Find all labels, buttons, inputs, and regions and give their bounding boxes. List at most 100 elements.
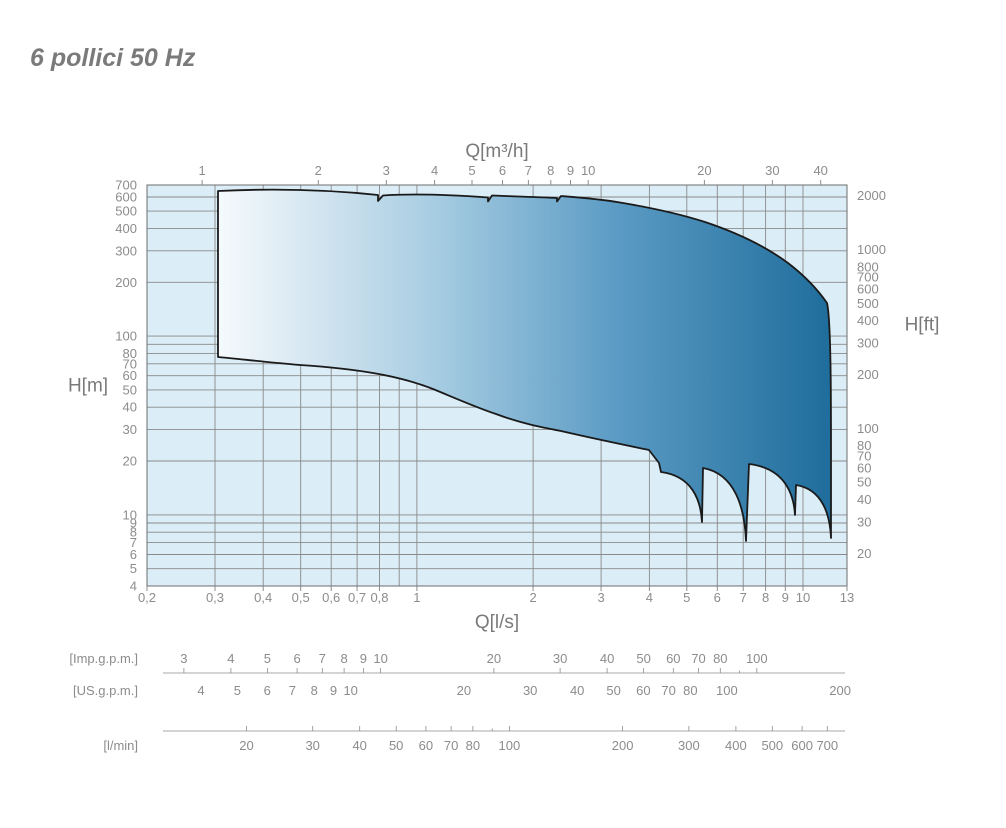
svg-text:60: 60 <box>636 683 650 698</box>
svg-text:1: 1 <box>198 163 205 178</box>
svg-text:2000: 2000 <box>857 188 886 203</box>
svg-text:5: 5 <box>264 651 271 666</box>
svg-text:7: 7 <box>289 683 296 698</box>
svg-text:70: 70 <box>444 738 458 753</box>
svg-text:[Imp.g.p.m.]: [Imp.g.p.m.] <box>69 651 138 666</box>
svg-text:20: 20 <box>697 163 711 178</box>
svg-text:Q[m³/h]: Q[m³/h] <box>465 141 528 162</box>
svg-text:4: 4 <box>197 683 204 698</box>
svg-text:500: 500 <box>115 204 137 219</box>
svg-text:10: 10 <box>581 163 595 178</box>
svg-text:5: 5 <box>468 163 475 178</box>
svg-text:30: 30 <box>553 651 567 666</box>
svg-text:200: 200 <box>115 275 137 290</box>
svg-text:600: 600 <box>791 738 813 753</box>
svg-text:100: 100 <box>857 421 879 436</box>
svg-text:0,7: 0,7 <box>348 590 366 605</box>
svg-text:20: 20 <box>487 651 501 666</box>
svg-text:500: 500 <box>857 296 879 311</box>
svg-text:8: 8 <box>340 651 347 666</box>
svg-text:9: 9 <box>330 683 337 698</box>
svg-text:30: 30 <box>765 163 779 178</box>
svg-text:50: 50 <box>857 475 871 490</box>
svg-text:4: 4 <box>130 579 137 594</box>
svg-text:9: 9 <box>782 590 789 605</box>
svg-text:40: 40 <box>123 400 137 415</box>
svg-text:7: 7 <box>319 651 326 666</box>
svg-text:3: 3 <box>180 651 187 666</box>
svg-text:20: 20 <box>239 738 253 753</box>
svg-text:0,2: 0,2 <box>138 590 156 605</box>
svg-text:300: 300 <box>115 243 137 258</box>
svg-text:80: 80 <box>713 651 727 666</box>
svg-text:7: 7 <box>525 163 532 178</box>
svg-text:5: 5 <box>130 561 137 576</box>
svg-text:400: 400 <box>857 313 879 328</box>
svg-text:700: 700 <box>816 738 838 753</box>
svg-text:[US.g.p.m.]: [US.g.p.m.] <box>73 683 138 698</box>
svg-text:200: 200 <box>829 683 851 698</box>
svg-text:40: 40 <box>813 163 827 178</box>
svg-text:6: 6 <box>264 683 271 698</box>
svg-text:80: 80 <box>123 346 137 361</box>
svg-text:20: 20 <box>457 683 471 698</box>
svg-text:3: 3 <box>597 590 604 605</box>
svg-text:40: 40 <box>352 738 366 753</box>
svg-text:1000: 1000 <box>857 242 886 257</box>
svg-text:20: 20 <box>857 546 871 561</box>
svg-text:70: 70 <box>661 683 675 698</box>
svg-text:400: 400 <box>725 738 747 753</box>
svg-text:0,6: 0,6 <box>322 590 340 605</box>
svg-text:0,3: 0,3 <box>206 590 224 605</box>
svg-text:20: 20 <box>123 454 137 469</box>
svg-text:7: 7 <box>740 590 747 605</box>
svg-text:30: 30 <box>523 683 537 698</box>
svg-text:H[m]: H[m] <box>68 376 108 397</box>
svg-text:60: 60 <box>419 738 433 753</box>
svg-text:6: 6 <box>714 590 721 605</box>
svg-text:10: 10 <box>343 683 357 698</box>
svg-text:50: 50 <box>389 738 403 753</box>
svg-text:6: 6 <box>499 163 506 178</box>
svg-text:H[ft]: H[ft] <box>905 315 940 336</box>
svg-text:5: 5 <box>683 590 690 605</box>
svg-text:9: 9 <box>360 651 367 666</box>
svg-text:9: 9 <box>567 163 574 178</box>
svg-text:80: 80 <box>683 683 697 698</box>
svg-text:5: 5 <box>234 683 241 698</box>
svg-text:200: 200 <box>857 367 879 382</box>
svg-text:0,4: 0,4 <box>254 590 272 605</box>
svg-text:70: 70 <box>691 651 705 666</box>
svg-text:8: 8 <box>311 683 318 698</box>
svg-text:50: 50 <box>636 651 650 666</box>
svg-text:100: 100 <box>499 738 521 753</box>
svg-text:30: 30 <box>123 422 137 437</box>
svg-text:8: 8 <box>547 163 554 178</box>
svg-text:40: 40 <box>570 683 584 698</box>
svg-text:4: 4 <box>227 651 234 666</box>
svg-text:60: 60 <box>666 651 680 666</box>
svg-text:2: 2 <box>315 163 322 178</box>
svg-text:1: 1 <box>413 590 420 605</box>
svg-text:80: 80 <box>466 738 480 753</box>
svg-text:50: 50 <box>123 382 137 397</box>
svg-text:50: 50 <box>606 683 620 698</box>
svg-text:80: 80 <box>857 438 871 453</box>
svg-text:4: 4 <box>646 590 653 605</box>
svg-text:40: 40 <box>857 492 871 507</box>
svg-text:2: 2 <box>529 590 536 605</box>
svg-text:300: 300 <box>857 336 879 351</box>
svg-text:Q[l/s]: Q[l/s] <box>475 612 519 633</box>
svg-text:0,8: 0,8 <box>370 590 388 605</box>
svg-text:4: 4 <box>431 163 438 178</box>
svg-text:100: 100 <box>746 651 768 666</box>
svg-text:6: 6 <box>293 651 300 666</box>
svg-text:30: 30 <box>305 738 319 753</box>
svg-text:30: 30 <box>857 514 871 529</box>
svg-text:[l/min]: [l/min] <box>103 738 138 753</box>
svg-text:300: 300 <box>678 738 700 753</box>
svg-text:500: 500 <box>761 738 783 753</box>
svg-text:200: 200 <box>612 738 634 753</box>
svg-text:40: 40 <box>600 651 614 666</box>
svg-text:8: 8 <box>762 590 769 605</box>
